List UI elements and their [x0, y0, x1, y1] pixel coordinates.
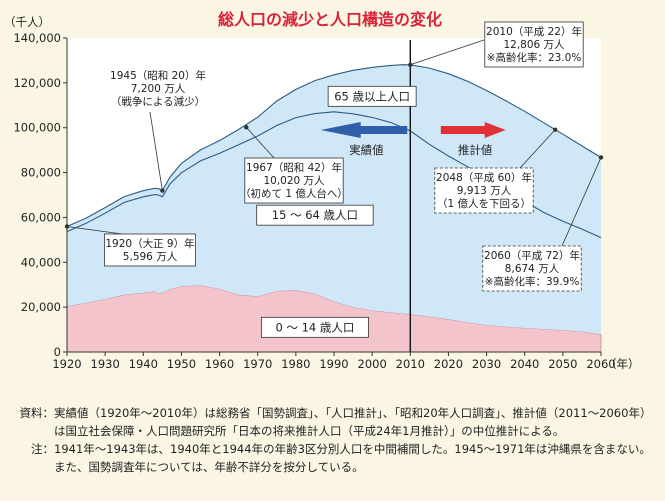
callout-text: 1945（昭和 20）年 — [110, 69, 206, 82]
callout-text: （1 億人を下回る） — [437, 197, 531, 210]
callout-text: 7,200 万人 — [131, 83, 186, 95]
x-tick-label: 1950 — [167, 357, 196, 371]
callout-point — [598, 155, 604, 160]
callout-box — [482, 245, 582, 292]
notes: 資料： 実績値（1920年～2010年）は総務省「国勢調査」、「人口推計」、「昭… — [8, 404, 658, 476]
callout-box — [108, 66, 208, 111]
x-tick-label: 2030 — [472, 357, 501, 371]
region-label: 15 ～ 64 歳人口 — [272, 208, 358, 222]
callout-text: 5,596 万人 — [123, 251, 178, 263]
x-tick-label: 1990 — [319, 357, 348, 371]
y-tick-label: 40,000 — [21, 255, 61, 269]
x-unit-label: （年） — [605, 357, 640, 371]
labels-layer: 総人口の減少と人口構造の変化 65 歳以上人口 15 ～ 64 歳人口 0 ～ 14 … — [218, 10, 506, 338]
y-tick-label: 120,000 — [13, 76, 61, 90]
x-tick-label: 2050 — [548, 357, 577, 371]
note-source: 資料： 実績値（1920年～2010年）は総務省「国勢調査」、「人口推計」、「昭… — [8, 404, 658, 440]
callout-text: 8,674 万人 — [505, 263, 560, 275]
x-tick-label: 1920 — [52, 357, 81, 371]
callout-text: 1967（昭和 42）年 — [246, 161, 342, 174]
callout-point — [408, 62, 413, 67]
callout-text: 10,020 万人 — [263, 175, 325, 187]
y-tick-label: 20,000 — [21, 300, 61, 314]
x-tick-label: 2040 — [510, 357, 539, 371]
y-tick-label: 60,000 — [21, 210, 61, 224]
note-source-body: 実績値（1920年～2010年）は総務省「国勢調査」、「人口推計」、「昭和20年… — [54, 406, 652, 438]
y-tick-label: 0 — [54, 345, 61, 359]
callout-text: 12,806 万人 — [503, 39, 565, 51]
x-tick-label: 2000 — [358, 357, 387, 371]
chart-title: 総人口の減少と人口構造の変化 — [218, 10, 442, 29]
callout-point — [64, 224, 70, 229]
callout-box — [434, 167, 534, 214]
actual-arrow-label: 実績値 — [349, 143, 384, 157]
callout-text: 2048（平成 60）年 — [436, 171, 532, 184]
callout-text: ※高齢化率：23.0% — [487, 51, 582, 64]
callout-text: 1920（大正 9）年 — [105, 237, 194, 250]
x-tick-label: 1940 — [129, 357, 158, 371]
axes-layer: 0 20,000 40,000 60,000 80,000 100,000 120,000 1… — [4, 15, 640, 371]
callout-box — [104, 233, 196, 267]
callout-leader — [245, 126, 275, 159]
callout-leader — [149, 111, 163, 191]
x-tick-label: 1980 — [281, 357, 310, 371]
y-unit-label: （千人） — [4, 15, 50, 29]
note-source-head: 資料： — [19, 406, 55, 420]
series-area-age-65-plus — [67, 64, 601, 238]
callout-text: （初めて 1 億人台へ） — [240, 187, 348, 200]
callout-leader — [410, 39, 485, 66]
y-tick-label: 100,000 — [13, 121, 61, 135]
region-label: 65 歳以上人口 — [334, 89, 410, 103]
note-caveat: 注： 1941年～1943年は、1940年と1944年の年齢3区分別人口を中間補… — [8, 440, 658, 476]
actual-arrow — [320, 121, 408, 138]
region-label-box — [256, 204, 374, 226]
callout-point — [160, 188, 165, 193]
callout-point — [244, 125, 249, 130]
region-label: 0 ～ 14 歳人口 — [275, 320, 354, 334]
callout-text: （戦争による減少） — [111, 95, 205, 108]
callout-leader — [66, 226, 123, 235]
x-tick-label: 1930 — [91, 357, 120, 371]
region-label-box — [261, 316, 369, 338]
x-tick-label: 2010 — [396, 357, 425, 371]
x-tick-label: 1960 — [205, 357, 234, 371]
y-tick-label: 140,000 — [13, 31, 61, 45]
population-chart: 0 20,000 40,000 60,000 80,000 100,000 120,000 1… — [4, 10, 640, 371]
callout-text: 2010（平成 22）年 — [486, 25, 582, 38]
callout-text: 2060（平成 72）年 — [484, 249, 580, 262]
callout-text: ※高齢化率：39.9% — [485, 275, 580, 288]
projection-arrow — [440, 121, 506, 138]
y-tick-label: 80,000 — [21, 166, 61, 180]
callout-leader — [519, 129, 556, 169]
x-tick-label: 2020 — [434, 357, 463, 371]
note-caveat-head: 注： — [31, 442, 54, 456]
series-line-total — [66, 64, 602, 228]
projection-arrow-label: 推計値 — [458, 143, 493, 157]
callout-box — [484, 21, 584, 68]
region-label-box — [327, 85, 417, 107]
x-tick-label: 1970 — [243, 357, 272, 371]
callout-leader — [561, 157, 602, 247]
x-tick-label: 2060 — [586, 357, 615, 371]
callout-box — [244, 157, 344, 204]
note-caveat-body: 1941年～1943年は、1940年と1944年の年齢3区分別人口を中間補間した… — [54, 442, 651, 474]
callout-point — [553, 127, 558, 132]
callout-text: 9,913 万人 — [457, 185, 512, 197]
